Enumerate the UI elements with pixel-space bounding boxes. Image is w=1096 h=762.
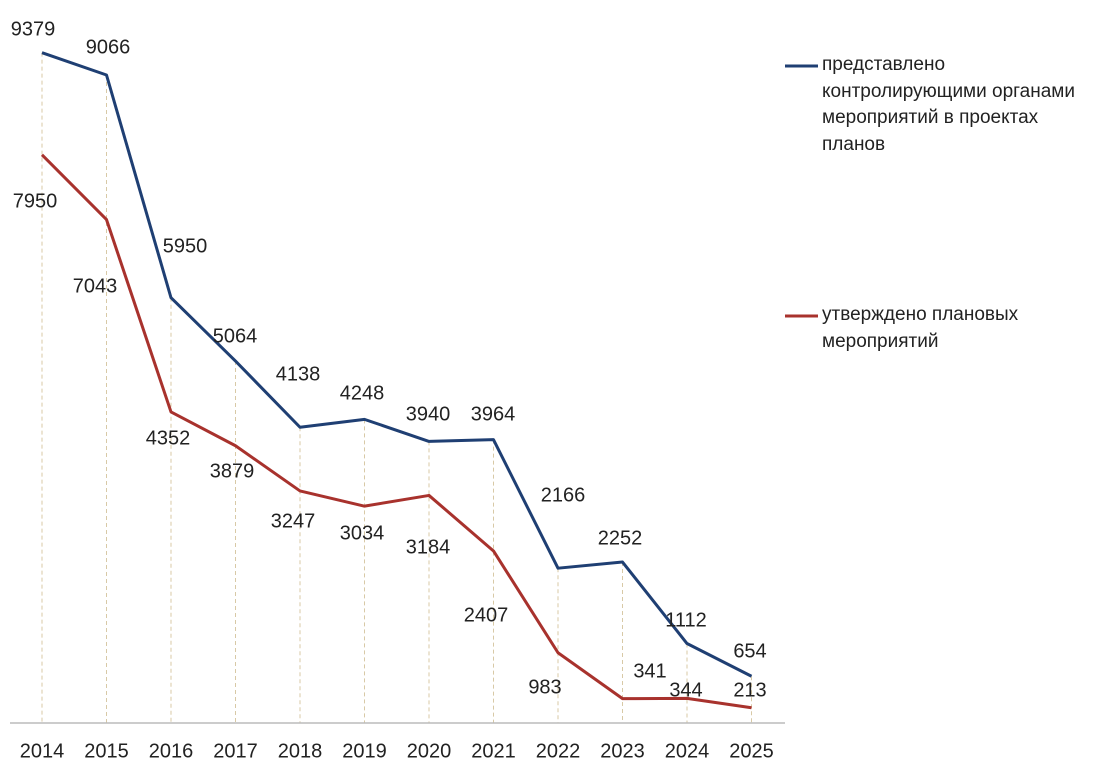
x-tick-label: 2022 [536, 740, 581, 762]
data-label: 4138 [276, 363, 321, 385]
data-label: 4248 [340, 382, 385, 404]
data-label: 9379 [11, 18, 56, 40]
data-label: 4352 [146, 427, 191, 449]
data-label: 983 [528, 676, 561, 698]
x-tick-label: 2020 [407, 740, 452, 762]
data-label: 654 [733, 640, 766, 662]
data-label: 341 [633, 660, 666, 682]
data-label: 2407 [464, 604, 509, 626]
data-label: 7043 [73, 275, 118, 297]
data-label: 5950 [163, 235, 208, 257]
x-tick-label: 2025 [729, 740, 774, 762]
data-label: 3034 [340, 522, 385, 544]
x-tick-label: 2014 [20, 740, 65, 762]
data-label: 344 [669, 679, 702, 701]
data-label: 9066 [86, 36, 131, 58]
data-label: 3247 [271, 510, 316, 532]
x-tick-label: 2021 [471, 740, 516, 762]
x-tick-label: 2016 [149, 740, 194, 762]
x-tick-label: 2017 [213, 740, 258, 762]
data-label: 3964 [471, 403, 516, 425]
x-tick-label: 2015 [84, 740, 129, 762]
x-tick-label: 2019 [342, 740, 387, 762]
data-label: 3940 [406, 403, 451, 425]
data-label: 213 [733, 679, 766, 701]
series-line [41, 51, 753, 678]
x-tick-label: 2023 [600, 740, 645, 762]
legend-label: утверждено плановых мероприятий [822, 304, 1019, 352]
x-tick-label: 2018 [278, 740, 323, 762]
legend-label: представлено контролирующими органами ме… [822, 54, 1075, 155]
data-label: 3184 [406, 536, 451, 558]
data-label: 5064 [213, 325, 258, 347]
x-tick-label: 2024 [665, 740, 710, 762]
data-label: 7950 [13, 190, 58, 212]
data-label: 2252 [598, 527, 643, 549]
data-label: 1112 [665, 609, 707, 631]
data-label: 2166 [541, 484, 586, 506]
series-line [40, 153, 752, 710]
data-label: 3879 [210, 460, 255, 482]
